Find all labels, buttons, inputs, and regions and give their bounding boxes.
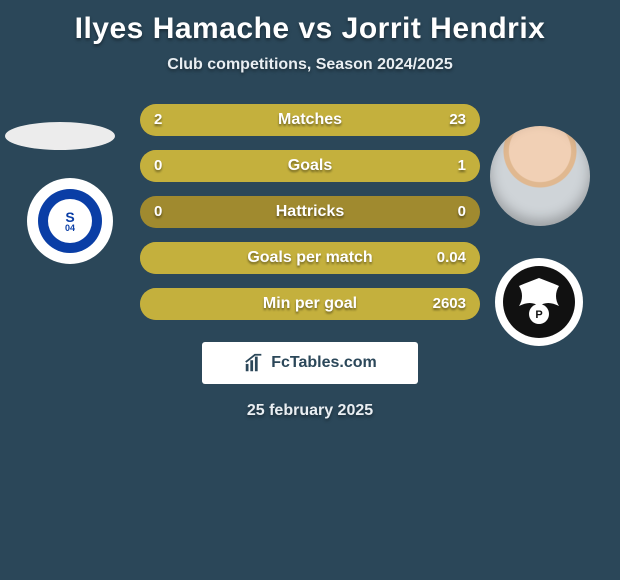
stat-bar-right [140, 288, 480, 320]
stat-bar-right [167, 104, 480, 136]
date-text: 25 february 2025 [0, 384, 620, 420]
stat-bar-track [140, 104, 480, 136]
page-title: Ilyes Hamache vs Jorrit Hendrix [0, 8, 620, 56]
preussen-logo: P [503, 266, 575, 338]
player-right-avatar [490, 126, 590, 226]
club-right-badge: P [495, 258, 583, 346]
page-subtitle: Club competitions, Season 2024/2025 [0, 56, 620, 104]
chart-icon [243, 352, 265, 374]
stat-bar-track [140, 150, 480, 182]
stat-bar-track [140, 242, 480, 274]
stat-bar-track [140, 196, 480, 228]
schalke-logo: S04 [38, 189, 102, 253]
stat-bar-left [140, 104, 167, 136]
club-left-badge: S04 [27, 178, 113, 264]
stat-bar-right [140, 150, 480, 182]
svg-text:P: P [535, 309, 542, 321]
player-left-avatar [5, 122, 115, 150]
brand-text: FcTables.com [271, 354, 377, 372]
stat-bar-right [140, 242, 480, 274]
brand-badge: FcTables.com [202, 342, 418, 384]
stat-bar-track [140, 288, 480, 320]
